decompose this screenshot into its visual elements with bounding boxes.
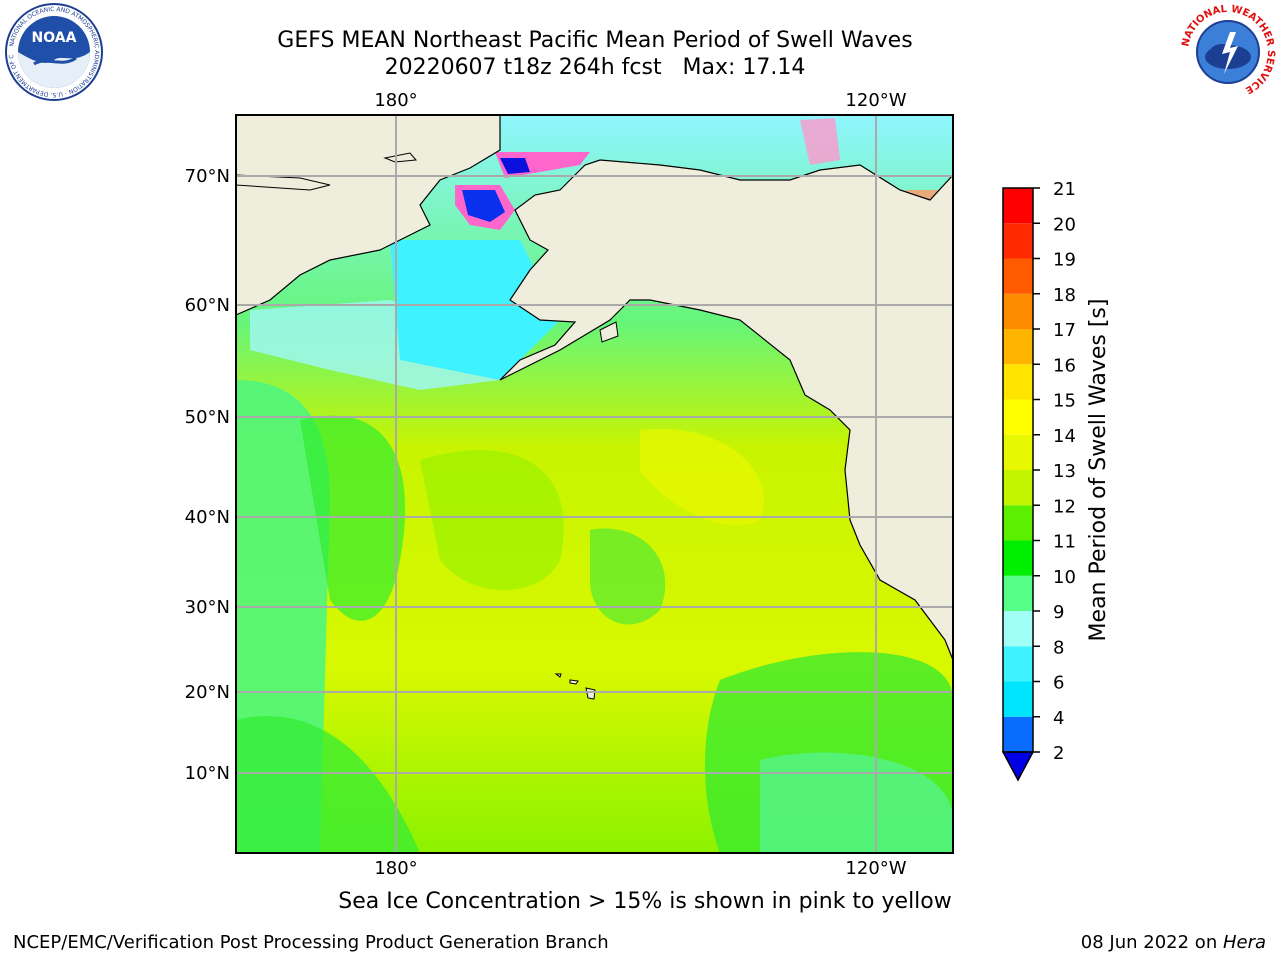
colorbar-band — [1003, 716, 1033, 752]
lon-label-bottom-180: 180° — [374, 858, 417, 879]
colorbar-tick-label: 16 — [1053, 355, 1076, 376]
colorbar-band — [1003, 575, 1033, 611]
colorbar-tick-label: 11 — [1053, 532, 1076, 553]
colorbar-band — [1003, 329, 1033, 365]
colorbar-band — [1003, 399, 1033, 435]
colorbar-tick-label: 14 — [1053, 426, 1076, 447]
colorbar-tick-label: 20 — [1053, 214, 1076, 235]
colorbar-tick-label: 2 — [1053, 743, 1064, 764]
colorbar-tick-label: 12 — [1053, 496, 1076, 517]
colorbar-label: Mean Period of Swell Waves [s] — [1086, 299, 1111, 642]
colorbar-tick-label: 18 — [1053, 285, 1076, 306]
forecast-subtitle: 20220607 t18z 264h fcst Max: 17.14 — [384, 55, 806, 80]
chart-title: GEFS MEAN Northeast Pacific Mean Period … — [277, 28, 913, 53]
colorbar-tick-label: 9 — [1053, 602, 1064, 623]
colorbar-tick-label: 8 — [1053, 637, 1064, 658]
lat-label-40n: 40°N — [185, 507, 230, 528]
footer-credit: NCEP/EMC/Verification Post Processing Pr… — [13, 932, 609, 953]
lat-label-30n: 30°N — [185, 597, 230, 618]
colorbar-extend-triangle — [1001, 751, 1035, 782]
colorbar-tick-label: 10 — [1053, 567, 1076, 588]
lat-label-20n: 20°N — [185, 682, 230, 703]
colorbar-band — [1003, 646, 1033, 682]
sea-ice-note: Sea Ice Concentration > 15% is shown in … — [338, 889, 952, 914]
lat-label-60n: 60°N — [185, 295, 230, 316]
colorbar-tick-label: 19 — [1053, 250, 1076, 271]
graticule — [236, 115, 953, 853]
footer-date-text: 08 Jun 2022 on — [1080, 932, 1223, 953]
colorbar-tick-label: 21 — [1053, 179, 1076, 200]
colorbar-tick-label: 13 — [1053, 461, 1076, 482]
colorbar-band — [1003, 293, 1033, 329]
colorbar-tick-label: 17 — [1053, 320, 1076, 341]
noaa-logo: NATIONAL OCEANIC AND ATMOSPHERIC ADMINIS… — [4, 2, 103, 101]
colorbar-tick-label: 15 — [1053, 391, 1076, 412]
colorbar-tick-label: 6 — [1053, 673, 1064, 694]
map-frame — [235, 114, 954, 854]
north-america-land — [236, 115, 953, 661]
lon-label-top-120w: 120°W — [845, 90, 906, 111]
asia-land — [236, 115, 501, 316]
hawaii-islands — [554, 673, 596, 700]
lat-label-50n: 50°N — [185, 407, 230, 428]
colorbar-band — [1003, 681, 1033, 717]
colorbar-band — [1003, 188, 1033, 224]
colorbar-band — [1003, 540, 1033, 576]
footer-date: 08 Jun 2022 on Hera — [1081, 932, 1266, 953]
colorbar-band — [1003, 434, 1033, 470]
colorbar-band — [1003, 470, 1033, 506]
colorbar: 2 4 6 8 9 10 11 12 13 14 15 16 17 18 19 20 21 — [1001, 179, 1076, 782]
footer-host: Hera — [1222, 932, 1266, 953]
colorbar-band — [1003, 611, 1033, 647]
lat-label-10n: 10°N — [185, 763, 230, 784]
colorbar-band — [1003, 223, 1033, 259]
lon-label-top-180: 180° — [374, 90, 417, 111]
lat-label-70n: 70°N — [185, 166, 230, 187]
noaa-logo-text: NOAA — [32, 30, 77, 46]
colorbar-band — [1003, 258, 1033, 294]
map-area — [236, 115, 953, 853]
colorbar-band — [1003, 364, 1033, 400]
nws-logo: NATIONAL WEATHER SERVICE — [1180, 4, 1276, 100]
colorbar-band — [1003, 505, 1033, 541]
colorbar-tick-label: 4 — [1053, 708, 1064, 729]
lon-label-bottom-120w: 120°W — [845, 858, 906, 879]
